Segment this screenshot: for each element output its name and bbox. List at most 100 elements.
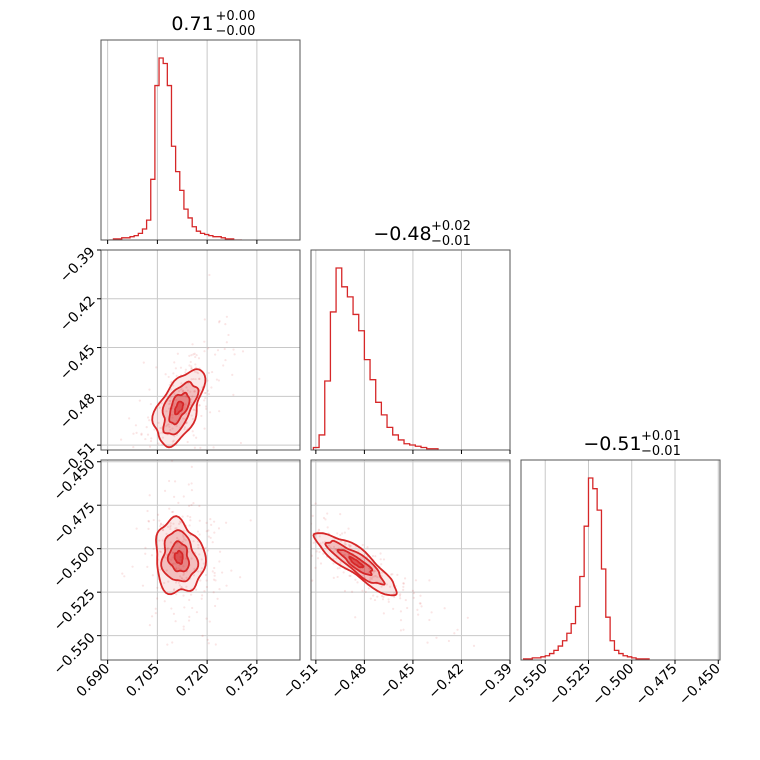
- panel-2-sample-point: [205, 617, 208, 620]
- panel-3-sample-point: [344, 553, 347, 556]
- panel-1-sample-point: [166, 468, 168, 470]
- panel-2-sample-point: [161, 528, 164, 531]
- panel-1-sample-point: [186, 389, 190, 392]
- panel-2-sample-point: [178, 546, 181, 549]
- panel-2-sample-point: [213, 520, 216, 523]
- panel-1-sample-point: [148, 445, 152, 448]
- panel-3-sample-point: [374, 569, 377, 573]
- panel-2-sample-point: [198, 504, 201, 508]
- panel-3-sample-point: [361, 589, 364, 592]
- panel-3-sample-point: [399, 593, 402, 596]
- panel-2-sample-point: [190, 503, 193, 507]
- panel-3-sample-point: [327, 544, 331, 547]
- panel-2-sample-point: [184, 539, 187, 542]
- panel-1-sample-point: [171, 416, 174, 419]
- panel-1-sample-point: [186, 440, 189, 444]
- panel-2-sample-point: [182, 573, 185, 577]
- panel-1-sample-point: [140, 432, 143, 435]
- panel-2-sample-point: [200, 558, 203, 561]
- panel-2-sample-point: [186, 515, 189, 518]
- panel-3-sample-point: [376, 575, 379, 579]
- ytick-label-p2-4: −0.42: [57, 293, 99, 335]
- panel-3-sample-point: [399, 597, 402, 600]
- panel-1-sample-point: [167, 402, 171, 406]
- panel-3-sample-point: [380, 595, 384, 598]
- panel-1-sample-point: [169, 381, 172, 384]
- panel-1-sample-point: [140, 433, 143, 436]
- panel-1-sample-point: [176, 352, 179, 355]
- panel-2-sample-point: [198, 553, 201, 556]
- panel-2-sample-point: [214, 643, 217, 646]
- panel-2-sample-point: [202, 562, 205, 565]
- panel-2-sample-point: [208, 620, 211, 623]
- panel-3-sample-point: [430, 611, 433, 614]
- panel-1-sample-point: [204, 391, 207, 395]
- panel-2-contour-level-4: [173, 549, 184, 565]
- panel-1-sample-point: [179, 366, 183, 369]
- panel-1-sample-point: [96, 441, 98, 443]
- panel-1-sample-point: [188, 354, 191, 357]
- panel-3-sample-point: [332, 576, 335, 579]
- panel-2-sample-point: [178, 564, 181, 567]
- panel-2-sample-point: [163, 581, 166, 585]
- panel-1-sample-point: [239, 441, 242, 445]
- panel-1-sample-point: [168, 407, 171, 410]
- panel-2-sample-point: [182, 565, 185, 568]
- panel-2-sample-point: [165, 569, 168, 572]
- panel-1-contour-level-4: [174, 400, 185, 416]
- panel-3-sample-point: [343, 531, 346, 534]
- panel-1-sample-point: [169, 396, 172, 399]
- panel-3-sample-point: [382, 595, 385, 599]
- panel-2-sample-point: [158, 550, 161, 553]
- panel-3-sample-point: [304, 519, 306, 521]
- panel-1-sample-point: [174, 367, 177, 370]
- panel-3-sample-point: [319, 562, 323, 565]
- panel-3-sample-point: [340, 547, 343, 550]
- panel-2-sample-point: [169, 527, 172, 531]
- panel-2-sample-point: [181, 550, 185, 554]
- panel-1-sample-point: [222, 364, 225, 367]
- panel-3-sample-point: [381, 598, 385, 601]
- panel-1-sample-point: [212, 446, 215, 449]
- panel-2-sample-point: [166, 643, 169, 646]
- panel-2-sample-point: [144, 546, 147, 550]
- panel-1-sample-point: [177, 390, 181, 393]
- panel-3-sample-point: [399, 610, 403, 613]
- contour-panel-2: [97, 459, 301, 664]
- panel-2-sample-point: [156, 597, 159, 600]
- panel-3-sample-point: [382, 612, 385, 615]
- panel-3-sample-point: [466, 616, 469, 619]
- panel-1-sample-point: [190, 354, 193, 357]
- panel-2-sample-point: [172, 589, 176, 592]
- ytick-label-p3-4: −0.475: [51, 500, 99, 548]
- panel-3-sample-point: [392, 607, 395, 610]
- panel-1-sample-point: [158, 406, 161, 409]
- panel-1-sample-point: [148, 419, 151, 422]
- panel-2-sample-point: [131, 565, 134, 568]
- panel-2-sample-point: [205, 530, 208, 533]
- ytick-label-p2-3: −0.45: [57, 342, 99, 384]
- panel-2-sample-point: [167, 479, 171, 483]
- panel-3-sample-point: [369, 597, 372, 600]
- panel-1-sample-point: [184, 368, 187, 371]
- panel-1-sample-point: [171, 413, 174, 416]
- panel-3-sample-point: [456, 628, 459, 631]
- panel-1-sample-point: [179, 465, 181, 467]
- panel-3-sample-point: [303, 484, 305, 486]
- panel-2-sample-point: [213, 574, 216, 577]
- panel-1-sample-point: [195, 436, 198, 439]
- panel-3-sample-point: [318, 529, 321, 532]
- panel-1-sample-point: [210, 370, 214, 374]
- hist-1-title-plus: +0.00: [216, 9, 256, 24]
- xtick-label-p2-3: −0.45: [377, 661, 419, 703]
- panel-2-sample-point: [182, 529, 185, 532]
- panel-2-sample-point: [146, 565, 149, 568]
- panel-1-sample-point: [207, 371, 211, 375]
- panel-3-sample-point: [311, 554, 314, 557]
- panel-1-sample-point: [172, 439, 175, 442]
- panel-1-sample-point: [189, 390, 192, 393]
- panel-2-sample-point: [166, 548, 169, 551]
- panel-3-sample-point: [260, 485, 262, 487]
- xtick-label-p1-1: 0.690: [74, 661, 114, 701]
- panel-2-sample-point: [172, 510, 175, 513]
